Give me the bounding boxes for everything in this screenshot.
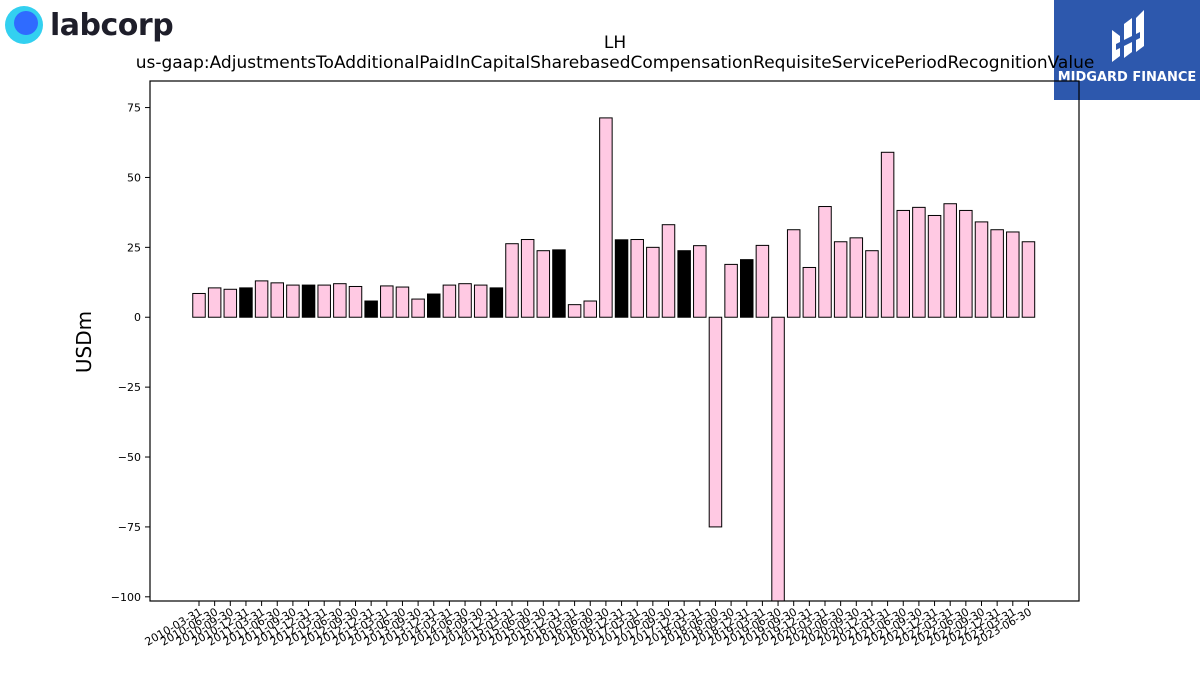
bar	[927, 214, 942, 318]
bar	[912, 206, 926, 318]
bar	[567, 304, 582, 318]
bar	[458, 283, 472, 318]
bar	[270, 282, 284, 318]
bar	[192, 292, 206, 318]
bar	[880, 151, 895, 318]
bar	[771, 316, 785, 602]
y-tick-label: 50	[127, 171, 141, 184]
bar	[802, 266, 817, 318]
bar	[740, 259, 754, 318]
logo-text: labcorp	[50, 7, 174, 43]
bar	[1021, 241, 1036, 318]
bar	[239, 287, 253, 318]
y-tick-label: 0	[134, 311, 141, 324]
y-tick-label: −75	[118, 521, 141, 534]
bar	[286, 284, 300, 318]
bar	[943, 203, 957, 318]
plot-frame	[149, 80, 1080, 602]
y-tick-label: −25	[118, 381, 141, 394]
x-axis: 2010-03-312010-06-302010-09-302010-12-31…	[143, 601, 1034, 649]
bar	[536, 250, 551, 318]
bar	[818, 206, 832, 318]
bar	[708, 316, 723, 528]
y-tick-label: 75	[127, 102, 141, 115]
chart-subtitle: us-gaap:AdjustmentsToAdditionalPaidInCap…	[136, 53, 1095, 73]
bar	[833, 241, 848, 318]
bar	[427, 293, 441, 318]
bar	[599, 117, 613, 318]
y-tick-label: 25	[127, 241, 141, 254]
bar	[1006, 231, 1020, 318]
bar	[505, 243, 519, 318]
labcorp-logo-icon	[5, 6, 43, 44]
y-axis-label: USDm	[72, 311, 96, 373]
y-axis: 75 50 25 0 −25 −50 −75 −100	[111, 102, 150, 604]
bar	[646, 246, 660, 318]
bar	[959, 209, 973, 318]
bar	[207, 287, 222, 318]
chart-title: LH	[604, 33, 626, 53]
bar	[896, 209, 910, 318]
bars	[192, 117, 1036, 602]
bar	[786, 229, 801, 318]
bar	[333, 283, 347, 318]
badge-text: MIDGARD FINANCE	[1057, 70, 1197, 85]
midgard-logo-icon	[1112, 10, 1144, 62]
bar	[348, 285, 363, 318]
bar	[661, 224, 676, 318]
bar	[489, 287, 504, 318]
y-tick-label: −50	[118, 451, 141, 464]
bar	[614, 239, 629, 318]
y-tick-label: −100	[111, 591, 141, 604]
midgard-finance-badge: MIDGARD FINANCE	[1054, 0, 1200, 100]
bar	[442, 284, 457, 318]
bar	[254, 280, 269, 318]
bar	[974, 221, 989, 318]
bar	[395, 286, 410, 318]
bar	[520, 239, 535, 318]
bar	[583, 300, 597, 318]
bar	[693, 245, 707, 318]
bar	[552, 249, 566, 318]
bar	[755, 244, 770, 318]
bar	[380, 285, 394, 318]
bar	[677, 250, 691, 318]
bar	[223, 288, 238, 318]
bar	[473, 284, 488, 318]
bar	[990, 229, 1004, 318]
bar	[849, 237, 864, 318]
bar	[724, 263, 738, 318]
bar	[364, 300, 378, 318]
labcorp-logo: labcorp	[4, 4, 174, 46]
bar	[317, 284, 331, 318]
bar	[630, 239, 644, 318]
bar	[301, 284, 316, 318]
bar	[865, 250, 879, 318]
bar	[411, 298, 425, 318]
